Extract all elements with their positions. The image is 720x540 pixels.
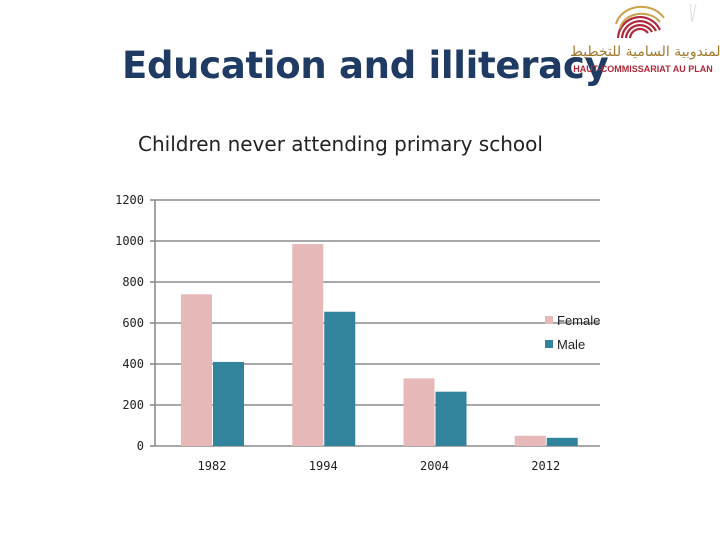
y-tick-label: 1000 [115,234,144,248]
slide-title: Education and illiteracy [122,44,609,87]
x-tick-label: 1994 [309,459,338,473]
logo-arabic-text: المندوبية السامية للتخطيط [570,44,720,60]
x-tick-label: 2004 [420,459,449,473]
y-axis-tick-labels: 0 200 400 600 800 1000 1200 [115,193,144,453]
bar-female-1982 [181,294,212,446]
bar-male-2012 [546,437,578,446]
legend-swatch-male [545,340,553,348]
chart-gridlines [150,199,600,447]
x-tick-label: 1982 [198,459,227,473]
bar-male-1994 [324,311,356,446]
legend-label-male: Male [557,337,585,352]
y-tick-label: 400 [122,357,144,371]
x-axis-tick-labels: 1982 1994 2004 2012 [198,459,561,473]
logo-latin-text: HAUT-COMMISSARIAT AU PLAN [573,64,713,74]
chart-legend: Female Male [545,313,600,352]
chart-title: Children never attending primary school [138,132,543,156]
y-tick-label: 0 [137,439,144,453]
y-tick-label: 600 [122,316,144,330]
bar-female-1994 [292,244,324,446]
hcp-logo-emblem [615,3,697,39]
bar-male-2004 [435,391,467,446]
y-tick-label: 200 [122,398,144,412]
bar-female-2012 [514,435,546,446]
y-tick-label: 800 [122,275,144,289]
bar-female-2004 [403,378,435,446]
bar-male-1982 [213,361,244,446]
x-tick-label: 2012 [531,459,560,473]
y-tick-label: 1200 [115,193,144,207]
legend-label-female: Female [557,313,600,328]
legend-swatch-female [545,316,553,324]
chart-bars [181,244,578,446]
